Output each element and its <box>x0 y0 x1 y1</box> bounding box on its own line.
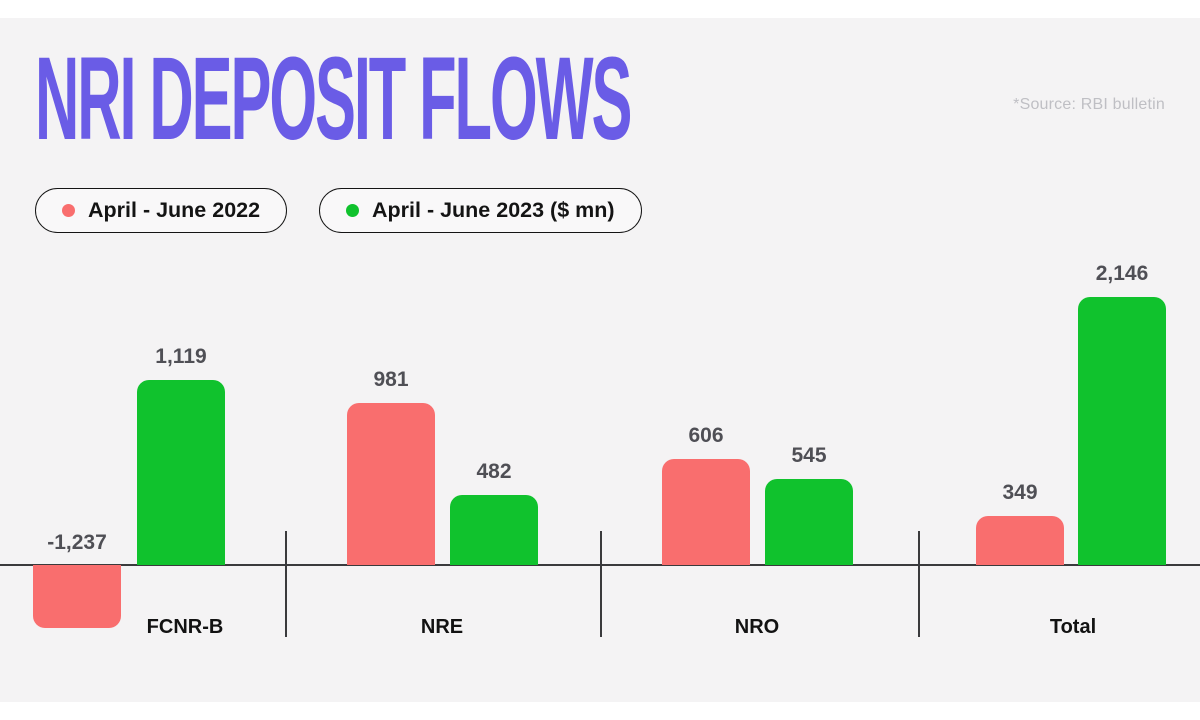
category-separator-2 <box>600 531 602 637</box>
value-label-total-2023: 2,146 <box>1095 262 1149 285</box>
legend-dot-2022-icon <box>62 204 75 217</box>
legend-item-2022: April - June 2022 <box>35 188 288 233</box>
bar-fcnr-b-2023 <box>137 380 225 565</box>
category-separator-1 <box>285 531 287 637</box>
source-note: *Source: RBI bulletin <box>1013 96 1165 113</box>
bar-fcnr-b-2022 <box>33 565 121 628</box>
legend-label-2022: April - June 2022 <box>88 198 261 222</box>
category-label-fcnr-b: FCNR-B <box>146 616 224 638</box>
legend-dot-2023-icon <box>346 204 359 217</box>
value-label-nro-2022: 606 <box>688 424 724 447</box>
bar-nre-2023 <box>450 495 538 565</box>
value-label-nro-2023: 545 <box>791 444 827 467</box>
category-separator-3 <box>918 531 920 637</box>
value-label-total-2022: 349 <box>1002 481 1038 504</box>
value-label-nre-2023: 482 <box>476 460 512 483</box>
value-label-fcnr-b-2022: -1,237 <box>47 531 107 554</box>
bar-total-2022 <box>976 516 1064 565</box>
value-label-nre-2022: 981 <box>373 368 409 391</box>
bar-nro-2023 <box>765 479 853 565</box>
legend-item-2023: April - June 2023 ($ mn) <box>319 188 642 233</box>
legend-label-2023: April - June 2023 ($ mn) <box>372 198 615 222</box>
bar-total-2023 <box>1078 297 1166 565</box>
category-label-total: Total <box>1049 616 1097 638</box>
bar-nre-2022 <box>347 403 435 565</box>
value-label-fcnr-b-2023: 1,119 <box>155 345 207 368</box>
category-label-nro: NRO <box>734 616 780 638</box>
page-title: NRI DEPOSIT FLOWS <box>35 33 632 165</box>
bar-nro-2022 <box>662 459 750 565</box>
category-label-nre: NRE <box>420 616 464 638</box>
